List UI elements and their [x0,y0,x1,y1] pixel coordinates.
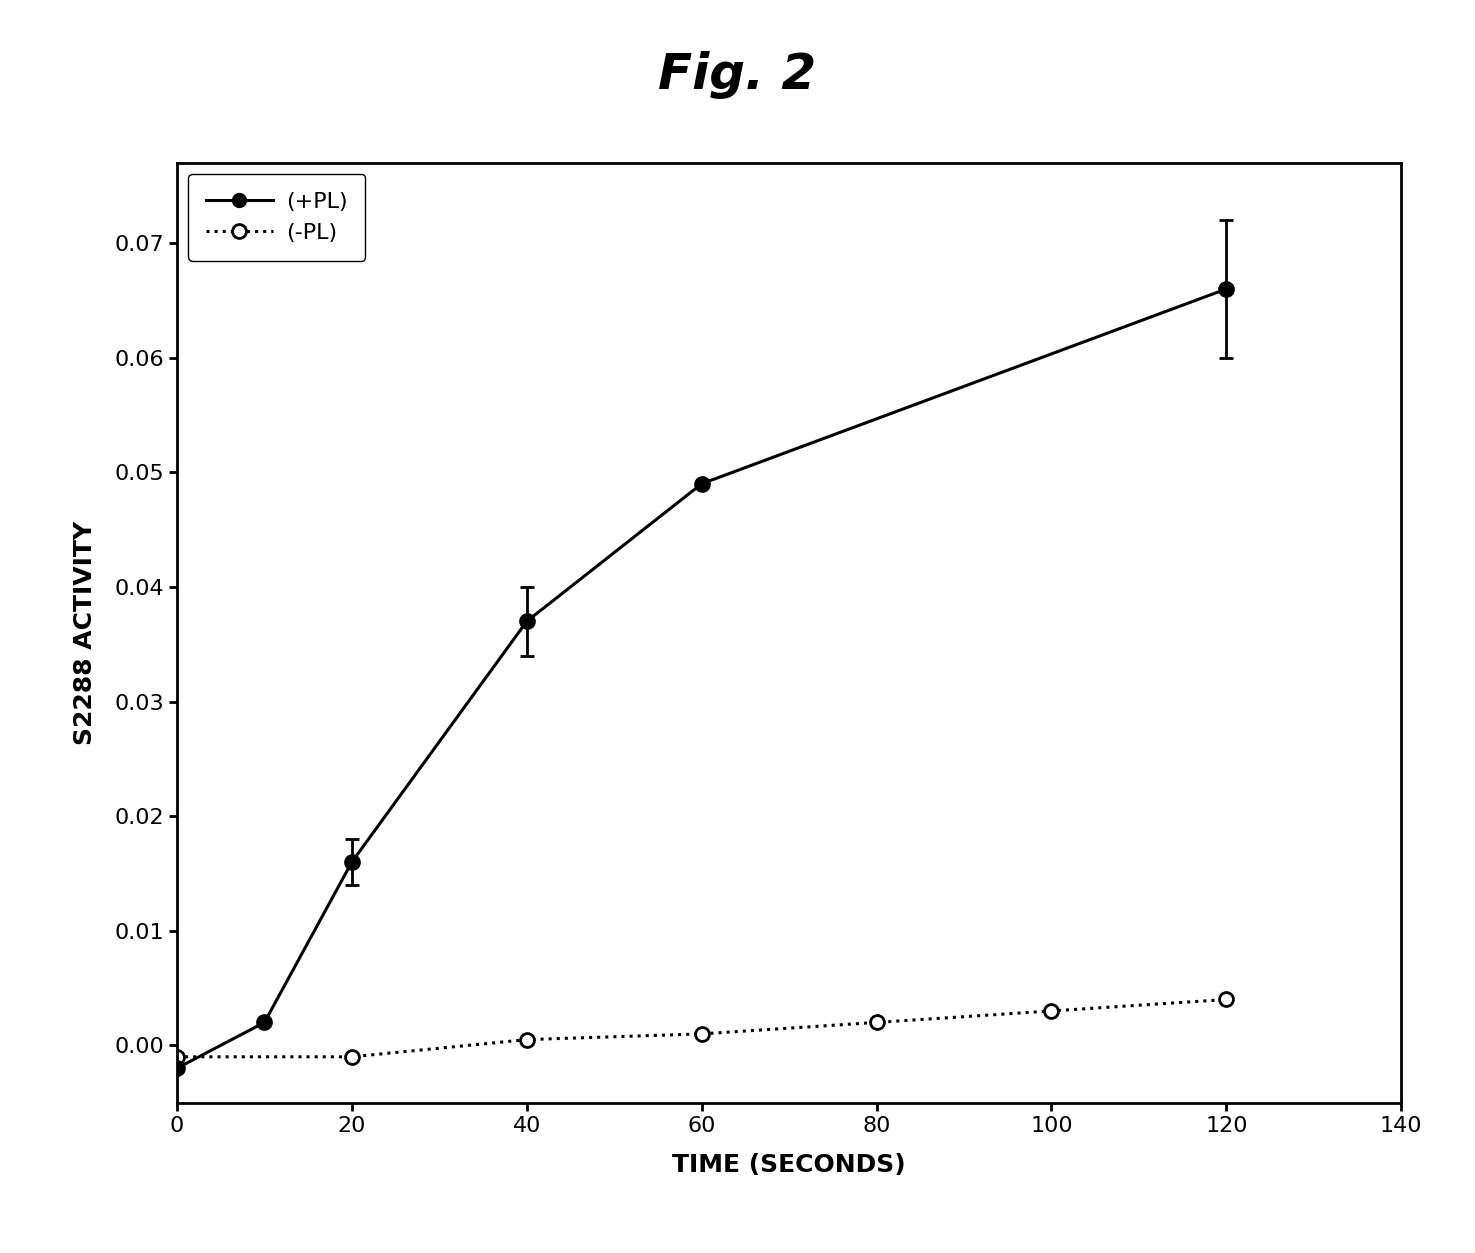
Y-axis label: S2288 ACTIVITY: S2288 ACTIVITY [74,521,97,744]
Text: Fig. 2: Fig. 2 [658,51,817,99]
Legend: (+PL), (-PL): (+PL), (-PL) [189,174,366,261]
X-axis label: TIME (SECONDS): TIME (SECONDS) [673,1153,906,1177]
